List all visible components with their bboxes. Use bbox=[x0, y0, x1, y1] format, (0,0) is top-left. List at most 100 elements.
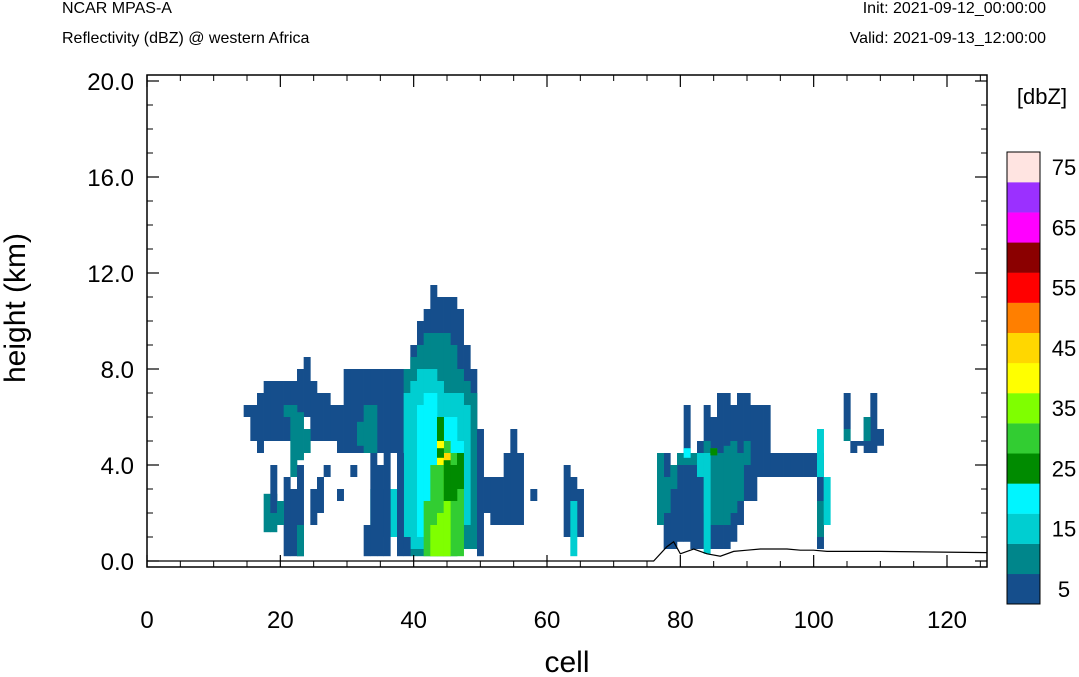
colorbar-swatch bbox=[1007, 543, 1040, 575]
reflectivity-cell bbox=[530, 489, 538, 501]
reflectivity-cell bbox=[430, 393, 438, 513]
x-axis-title: cell bbox=[544, 646, 589, 677]
reflectivity-cell bbox=[357, 369, 364, 453]
reflectivity-cell bbox=[277, 381, 284, 441]
reflectivity-cell bbox=[337, 489, 344, 501]
reflectivity-cell bbox=[390, 489, 398, 537]
colorbar-swatch bbox=[1007, 513, 1040, 544]
colorbar-swatch bbox=[1007, 393, 1040, 424]
colorbar-swatch bbox=[1007, 212, 1040, 243]
reflectivity-cell bbox=[690, 453, 698, 465]
reflectivity-cell bbox=[310, 381, 318, 441]
reflectivity-cell bbox=[423, 501, 431, 557]
x-tick-label: 120 bbox=[927, 607, 967, 634]
reflectivity-cell bbox=[677, 453, 684, 465]
reflectivity-cell bbox=[390, 369, 398, 453]
reflectivity-cell bbox=[683, 453, 691, 465]
reflectivity-cell bbox=[463, 405, 471, 525]
colorbar-tick-label: 15 bbox=[1052, 517, 1076, 542]
reflectivity-cell bbox=[743, 441, 751, 465]
terrain bbox=[147, 540, 988, 568]
colorbar-swatch bbox=[1007, 423, 1040, 454]
reflectivity-cell bbox=[397, 369, 404, 453]
y-tick-label: 12.0 bbox=[87, 261, 134, 288]
reflectivity-cell bbox=[443, 453, 451, 465]
axis-ticks bbox=[146, 75, 987, 567]
reflectivity-cell bbox=[563, 465, 571, 537]
y-tick-label: 8.0 bbox=[101, 357, 134, 384]
reflectivity-cell bbox=[370, 405, 378, 453]
reflectivity-cell bbox=[310, 489, 318, 525]
reflectivity-cell bbox=[363, 525, 371, 557]
colorbar-swatch bbox=[1007, 182, 1040, 213]
reflectivity-cell bbox=[350, 465, 358, 477]
reflectivity-cell bbox=[330, 405, 338, 441]
reflectivity-cell bbox=[270, 381, 278, 441]
reflectivity-cell bbox=[863, 417, 871, 441]
reflectivity-cell bbox=[777, 453, 784, 477]
reflectivity-cell bbox=[297, 369, 304, 417]
reflectivity-cell bbox=[710, 448, 718, 456]
reflectivity-cell bbox=[303, 357, 311, 417]
reflectivity-cell bbox=[683, 448, 691, 458]
y-tick-label: 0.0 bbox=[101, 549, 134, 576]
reflectivity-cell bbox=[443, 465, 451, 557]
reflectivity-cell bbox=[477, 429, 484, 557]
reflectivity-cell bbox=[450, 453, 458, 557]
reflectivity-cell bbox=[423, 393, 431, 525]
reflectivity-cell bbox=[577, 489, 584, 537]
y-tick-label: 16.0 bbox=[87, 165, 134, 192]
colorbar-swatch bbox=[1007, 573, 1040, 605]
reflectivity-cell bbox=[323, 393, 331, 441]
reflectivity-cell bbox=[663, 477, 671, 513]
reflectivity-cell bbox=[850, 441, 858, 453]
reflectivity-cell bbox=[283, 405, 291, 417]
reflectivity-cell bbox=[410, 381, 418, 549]
reflectivity-cell bbox=[483, 477, 491, 513]
model-title: NCAR MPAS-A bbox=[62, 0, 172, 17]
reflectivity-cell bbox=[437, 448, 444, 458]
reflectivity-cell bbox=[437, 429, 444, 465]
reflectivity-cell bbox=[283, 477, 291, 557]
reflectivity-cells bbox=[243, 285, 884, 557]
reflectivity-cell bbox=[843, 393, 851, 429]
reflectivity-cell bbox=[443, 460, 451, 501]
reflectivity-cell bbox=[250, 405, 258, 441]
reflectivity-cell bbox=[370, 453, 378, 557]
reflectivity-cell bbox=[437, 417, 444, 441]
colorbar-unit: [dbZ] bbox=[1017, 84, 1067, 109]
reflectivity-cell bbox=[257, 393, 264, 441]
colorbar-swatch bbox=[1007, 483, 1040, 514]
reflectivity-cell bbox=[297, 525, 304, 557]
reflectivity-cell bbox=[377, 369, 384, 453]
reflectivity-cell bbox=[823, 477, 831, 525]
colorbar-tick-label: 75 bbox=[1052, 155, 1076, 180]
reflectivity-cell bbox=[817, 429, 824, 477]
reflectivity-cell bbox=[377, 465, 384, 557]
reflectivity-cell bbox=[670, 465, 678, 489]
terrain-line bbox=[147, 540, 988, 562]
reflectivity-cell bbox=[337, 405, 344, 453]
colorbar-frame bbox=[1006, 151, 1041, 605]
reflectivity-cell bbox=[397, 453, 404, 557]
reflectivity-cell bbox=[470, 393, 478, 549]
reflectivity-cell bbox=[683, 405, 691, 542]
reflectivity-cell bbox=[263, 493, 271, 533]
reflectivity-cell bbox=[497, 477, 504, 525]
reflectivity-cell bbox=[697, 441, 704, 549]
reflectivity-cell bbox=[717, 453, 724, 525]
x-tick-label: 0 bbox=[140, 607, 153, 634]
reflectivity-cell bbox=[297, 412, 304, 461]
reflectivity-cell bbox=[517, 453, 524, 525]
reflectivity-cell bbox=[723, 445, 731, 525]
reflectivity-cell bbox=[297, 465, 304, 557]
reflectivity-cell bbox=[810, 453, 818, 477]
colorbar-tick-label: 65 bbox=[1052, 215, 1076, 240]
reflectivity-cell bbox=[657, 453, 664, 525]
reflectivity-cell bbox=[730, 441, 738, 513]
colorbar-tick-label: 35 bbox=[1052, 396, 1076, 421]
reflectivity-cell bbox=[757, 405, 764, 477]
reflectivity-cell bbox=[870, 393, 878, 453]
reflectivity-cell bbox=[450, 465, 458, 501]
